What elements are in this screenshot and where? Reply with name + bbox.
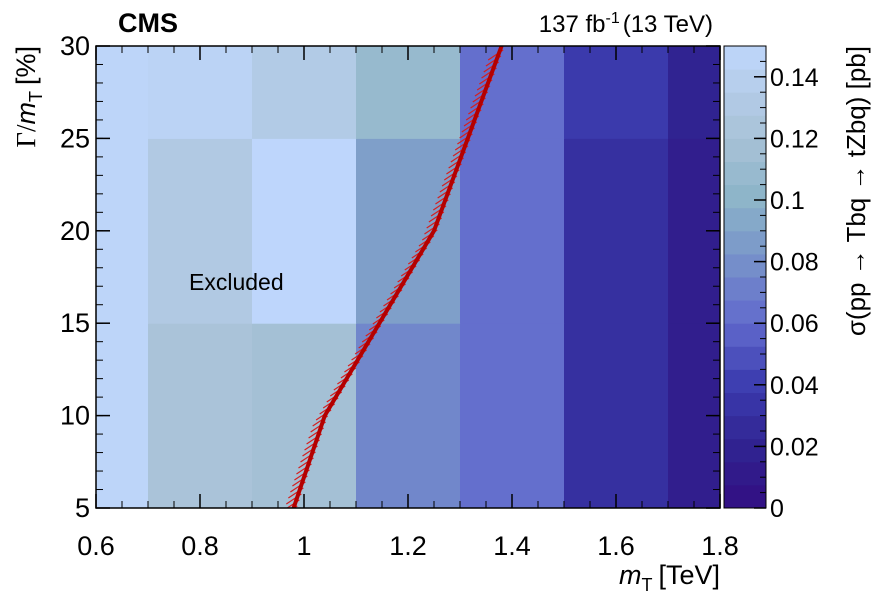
heatmap-cell <box>564 138 669 324</box>
z-tick-label: 0.04 <box>770 372 819 400</box>
color-scale-band <box>724 46 766 70</box>
color-scale-band <box>724 438 766 463</box>
y-tick-label: 20 <box>60 216 90 246</box>
z-tick-label: 0.08 <box>770 249 819 277</box>
heatmap-cell <box>356 323 461 508</box>
lumi-exponent: -1 <box>605 10 619 27</box>
heatmap-cell <box>148 138 253 324</box>
color-scale-band <box>724 253 766 278</box>
z-tick-label: 0.02 <box>770 433 819 461</box>
color-scale-band <box>724 369 766 393</box>
heatmap-cell <box>460 323 565 508</box>
exclusion-contour-line <box>291 46 504 508</box>
y-tick-label: 25 <box>60 123 90 153</box>
color-scale-band <box>724 207 766 232</box>
z-tick-label: 0 <box>770 495 784 523</box>
color-scale-band <box>724 138 766 162</box>
y-axis-ticks: 5 10 15 20 25 30 <box>60 31 720 523</box>
z-axis-title: σ(pp → Tbq → tZbq) [pb] <box>841 46 871 336</box>
excluded-annotation: Excluded <box>189 269 284 295</box>
x-tick-label: 1.4 <box>493 531 531 561</box>
heatmap-cell <box>148 323 253 508</box>
heatmap-cell <box>356 46 461 139</box>
heatmap-cells <box>96 46 720 508</box>
color-scale-band <box>724 300 766 324</box>
lumi-value: 137 fb <box>539 11 606 38</box>
y-axis-title: Γ/mT[%] <box>11 46 46 148</box>
heatmap-cell <box>252 46 357 139</box>
heatmap-cell <box>460 138 565 324</box>
heatmap-cell <box>460 46 565 139</box>
y-tick-label: 10 <box>60 401 90 431</box>
heatmap-cell <box>148 46 253 139</box>
color-scale-band <box>724 92 766 116</box>
heatmap-cell <box>356 138 461 324</box>
energy-value: (13 TeV) <box>623 11 713 38</box>
y-tick-label: 5 <box>75 493 90 523</box>
heatmap-cell <box>252 138 357 324</box>
color-scale-band <box>724 346 766 370</box>
x-tick-label: 1 <box>296 531 311 561</box>
heatmap-cell <box>96 46 149 139</box>
color-scale-band <box>724 392 766 417</box>
heatmap-cell <box>668 46 720 139</box>
x-tick-label: 1.8 <box>701 531 739 561</box>
y-tick-label: 15 <box>60 308 90 338</box>
color-scale-band <box>724 115 766 139</box>
y-tick-label: 30 <box>60 31 90 61</box>
heatmap-cell <box>564 323 669 508</box>
color-scale-bar <box>724 46 766 509</box>
x-tick-label: 0.6 <box>77 531 115 561</box>
color-scale-band <box>724 323 766 347</box>
x-tick-label: 1.2 <box>389 531 427 561</box>
z-tick-label: 0.14 <box>770 64 819 92</box>
z-tick-label: 0.1 <box>770 187 805 215</box>
color-scale-band <box>724 69 766 93</box>
z-tick-label: 0.12 <box>770 125 819 153</box>
luminosity-label: 137 fb-1 (13 TeV) <box>539 10 713 38</box>
color-scale-band <box>724 461 766 486</box>
heatmap-cell <box>564 46 669 139</box>
color-scale-band <box>724 161 766 186</box>
color-scale-ticks: 0 0.02 0.04 0.06 0.08 0.1 0.12 0.14 <box>754 45 819 523</box>
color-scale-band <box>724 184 766 209</box>
color-scale-band <box>724 277 766 301</box>
x-axis-title: mT [TeV] <box>619 560 720 591</box>
experiment-label: CMS <box>118 8 178 38</box>
z-tick-label: 0.06 <box>770 310 819 338</box>
x-tick-label: 1.6 <box>597 531 635 561</box>
color-scale-band <box>724 415 766 440</box>
color-scale-band <box>724 230 766 255</box>
x-axis-ticks: 0.6 0.8 1 1.2 1.4 1.6 1.8 <box>77 46 739 561</box>
color-scale-band <box>724 484 766 509</box>
x-tick-label: 0.8 <box>181 531 219 561</box>
